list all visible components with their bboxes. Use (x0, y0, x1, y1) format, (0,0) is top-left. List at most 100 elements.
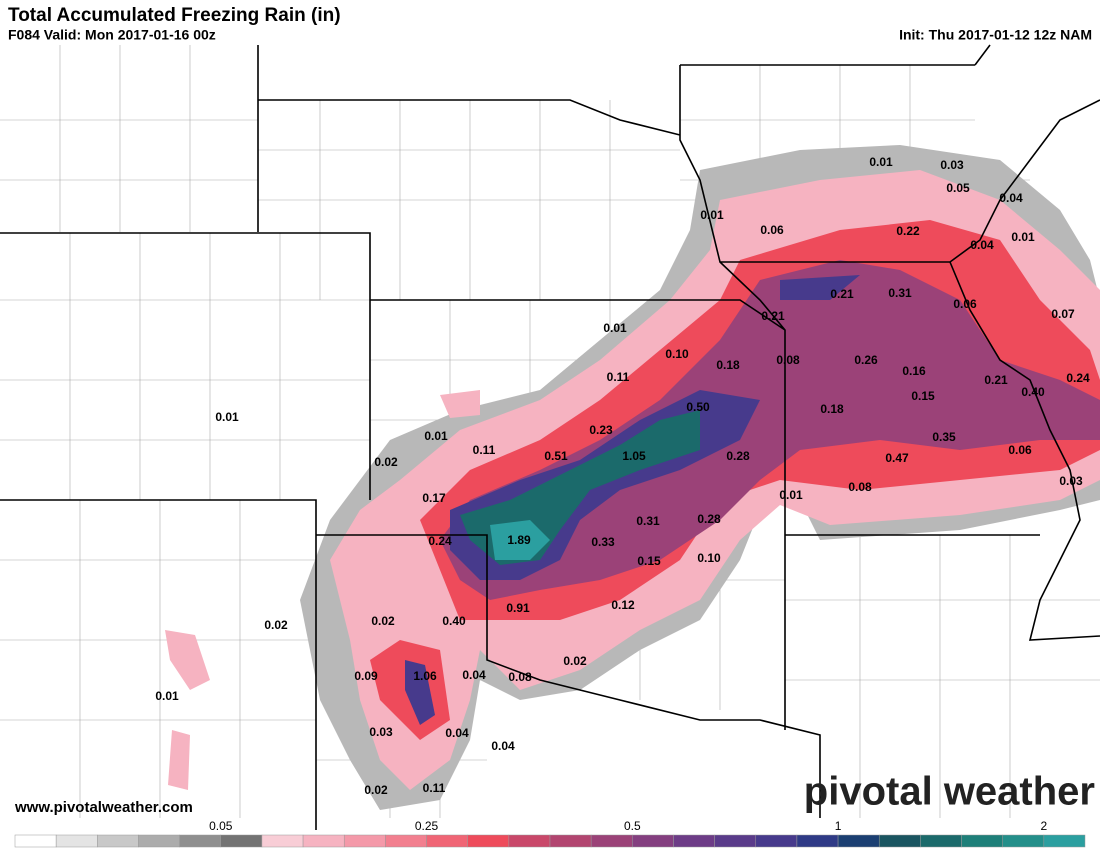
value-label: 0.23 (589, 423, 613, 437)
value-label: 0.28 (697, 512, 721, 526)
value-label: 0.01 (779, 488, 803, 502)
value-label: 0.05 (946, 181, 970, 195)
colorbar-swatch (837, 834, 880, 848)
value-label: 0.03 (1059, 474, 1083, 488)
value-label: 0.35 (932, 430, 956, 444)
state-borders (0, 44, 1100, 830)
value-label: 0.02 (264, 618, 288, 632)
colorbar-swatch (714, 834, 757, 848)
colorbar-swatch (343, 834, 386, 848)
colorbar-swatch (796, 834, 839, 848)
init-time: Init: Thu 2017-01-12 12z NAM (899, 27, 1092, 43)
value-label: 0.04 (462, 668, 486, 682)
value-label: 0.22 (896, 224, 920, 238)
value-label: 0.08 (508, 670, 532, 684)
value-label: 0.02 (371, 614, 395, 628)
value-label: 0.21 (761, 309, 785, 323)
value-label: 0.01 (603, 321, 627, 335)
value-label: 1.05 (622, 449, 646, 463)
website: www.pivotalweather.com (14, 799, 193, 816)
value-label: 0.26 (854, 353, 878, 367)
value-label: 0.11 (423, 781, 446, 795)
value-label: 0.24 (428, 534, 452, 548)
colorbar-swatch (632, 834, 674, 848)
value-label: 0.01 (215, 410, 239, 424)
value-label: 0.50 (686, 400, 710, 414)
value-label: 0.15 (911, 389, 935, 403)
colorbar-swatch (673, 834, 715, 848)
value-label: 0.15 (637, 554, 661, 568)
value-label: 0.12 (611, 598, 635, 612)
value-label: 0.06 (953, 297, 977, 311)
colorbar-swatch (302, 834, 345, 848)
value-label: 0.40 (442, 614, 466, 628)
colorbar-tick-label: 0.05 (209, 819, 233, 833)
value-label: 0.91 (506, 601, 530, 615)
colorbar-swatch (508, 834, 551, 848)
value-label: 0.08 (848, 480, 872, 494)
value-label: 0.09 (354, 669, 378, 683)
value-label: 0.31 (888, 286, 912, 300)
colorbar-swatch (961, 834, 1003, 848)
value-label: 0.01 (700, 208, 724, 222)
value-label: 0.18 (716, 358, 740, 372)
colorbar-swatch (14, 834, 57, 848)
value-label: 0.02 (364, 783, 388, 797)
value-label: 0.04 (445, 726, 469, 740)
value-label: 1.06 (413, 669, 437, 683)
value-label: 0.02 (563, 654, 587, 668)
colorbar-swatch (220, 834, 263, 848)
value-label: 0.51 (544, 449, 568, 463)
colorbar-swatch (920, 834, 962, 848)
colorbar: 0.05 0.25 0.5 1 2 (14, 819, 1086, 848)
value-label: 0.08 (776, 353, 800, 367)
value-label: 0.04 (970, 238, 994, 252)
value-label: 1.89 (507, 533, 531, 547)
colorbar-swatch (755, 834, 798, 848)
value-label: 0.02 (374, 455, 398, 469)
value-label: 0.47 (885, 451, 909, 465)
value-label: 0.07 (1051, 307, 1075, 321)
colorbar-swatch (138, 834, 180, 848)
value-label: 0.18 (820, 402, 844, 416)
value-label: 0.04 (999, 191, 1023, 205)
value-label: 0.01 (155, 689, 179, 703)
value-label: 0.10 (665, 347, 689, 361)
value-label: 0.40 (1021, 385, 1045, 399)
value-label: 0.17 (422, 491, 446, 505)
value-label: 0.21 (830, 287, 854, 301)
value-label: 0.04 (491, 739, 515, 753)
value-label: 0.24 (1066, 371, 1090, 385)
title: Total Accumulated Freezing Rain (in) (8, 5, 341, 26)
logo: pivotal weather (804, 770, 1095, 814)
colorbar-swatch (97, 834, 139, 848)
value-label: 0.06 (760, 223, 784, 237)
value-label: 0.28 (726, 449, 750, 463)
value-label: 0.01 (424, 429, 448, 443)
value-labels: 0.01 0.03 0.05 0.04 0.01 0.06 0.22 0.04 0.01 0.21… (155, 155, 1090, 797)
value-label: 0.33 (591, 535, 615, 549)
valid-time: F084 Valid: Mon 2017-01-16 00z (8, 27, 216, 43)
value-label: 0.11 (473, 443, 496, 457)
colorbar-swatch (878, 834, 921, 848)
value-label: 0.06 (1008, 443, 1032, 457)
value-label: 0.01 (1011, 230, 1035, 244)
value-label: 0.10 (697, 551, 721, 565)
value-label: 0.16 (902, 364, 926, 378)
colorbar-swatch (385, 834, 427, 848)
colorbar-swatch (261, 834, 304, 848)
value-label: 0.03 (940, 158, 964, 172)
colorbar-swatch (1002, 834, 1045, 848)
value-label: 0.03 (369, 725, 393, 739)
colorbar-tick-label: 0.25 (415, 819, 439, 833)
freezing-rain-field (165, 145, 1100, 810)
colorbar-swatch (549, 834, 592, 848)
value-label: 0.21 (984, 373, 1008, 387)
colorbar-swatch (426, 834, 468, 848)
value-label: 0.01 (869, 155, 893, 169)
colorbar-tick-label: 1 (835, 819, 842, 833)
colorbar-swatch (1043, 834, 1086, 848)
colorbar-swatch (590, 834, 633, 848)
value-label: 0.31 (636, 514, 660, 528)
